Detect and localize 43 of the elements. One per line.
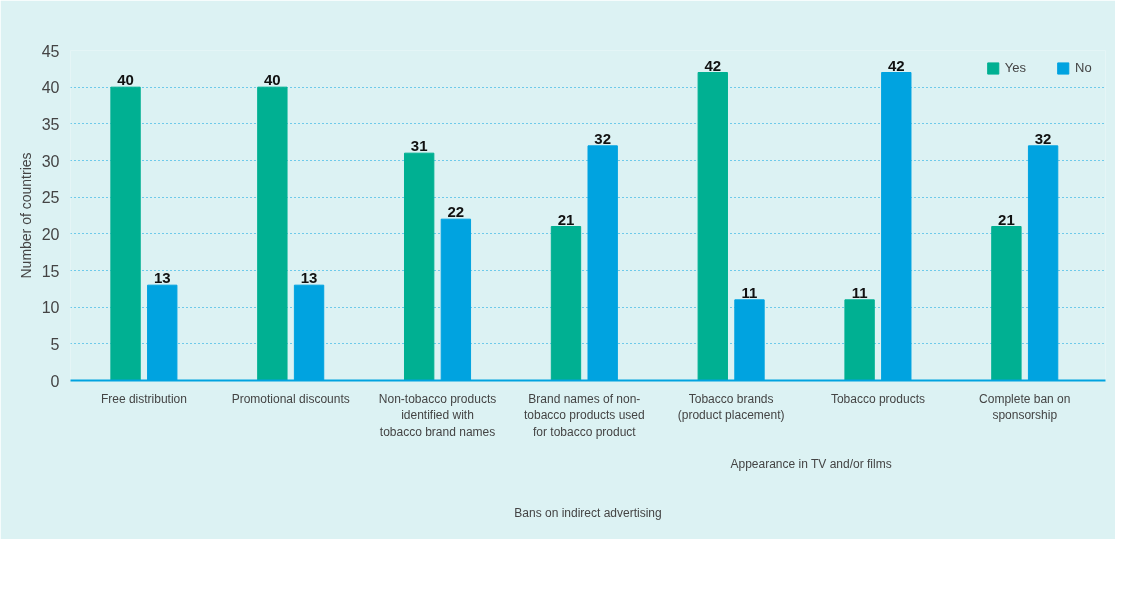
text: Bans on indirect advertising bbox=[514, 505, 662, 520]
x-tick-label: Free distribution bbox=[100, 391, 187, 406]
y-tick-label: 20 bbox=[41, 225, 60, 243]
data-label: 13 bbox=[300, 269, 318, 287]
y-tick-label: 35 bbox=[41, 115, 60, 133]
bar bbox=[257, 86, 288, 381]
data-label: 32 bbox=[594, 129, 612, 147]
bar bbox=[697, 72, 728, 381]
data-label: 31 bbox=[410, 137, 428, 155]
y-tick-label: 25 bbox=[41, 189, 60, 207]
x-tick-label: Promotional discounts bbox=[231, 391, 350, 406]
data-label: 42 bbox=[887, 56, 905, 74]
bar bbox=[110, 86, 141, 381]
y-tick-label: 5 bbox=[50, 335, 60, 353]
data-label: 22 bbox=[447, 203, 465, 221]
data-label: 40 bbox=[264, 71, 281, 89]
legend-label: Yes bbox=[1004, 60, 1026, 75]
text: Appearance in TV and/or films bbox=[730, 457, 892, 471]
y-tick-label: 30 bbox=[41, 152, 60, 170]
y-tick-label: 45 bbox=[41, 42, 60, 60]
data-label: 40 bbox=[117, 71, 134, 89]
bar bbox=[991, 226, 1022, 381]
x-tick-label: Brand names of non-tobacco products used for tobacco product bbox=[523, 391, 645, 440]
bar bbox=[550, 226, 582, 381]
x-tick-label: Complete ban on sponsorship bbox=[979, 391, 1071, 423]
y-tick-label: 0 bbox=[50, 372, 60, 390]
data-label: 42 bbox=[704, 56, 722, 74]
data-label: 21 bbox=[557, 210, 575, 228]
x-tick-label: Tobacco brands (product placement) bbox=[677, 391, 785, 423]
bar bbox=[844, 299, 875, 381]
legend-label: No bbox=[1075, 60, 1093, 75]
y-axis-title: Number of countries bbox=[17, 152, 34, 279]
data-label: 21 bbox=[998, 210, 1015, 228]
data-label: 13 bbox=[153, 269, 171, 287]
data-label: 11 bbox=[741, 283, 758, 301]
y-tick-label: 10 bbox=[41, 299, 60, 317]
data-label: 32 bbox=[1034, 129, 1052, 147]
y-tick-label: 15 bbox=[41, 262, 60, 280]
x-tick-label: Tobacco products bbox=[830, 391, 925, 406]
data-label: 11 bbox=[851, 283, 868, 301]
bar bbox=[403, 152, 435, 381]
y-tick-label: 40 bbox=[41, 79, 60, 97]
x-tick-label: Non-tobacco products identified with tobacco brand names bbox=[378, 391, 497, 440]
